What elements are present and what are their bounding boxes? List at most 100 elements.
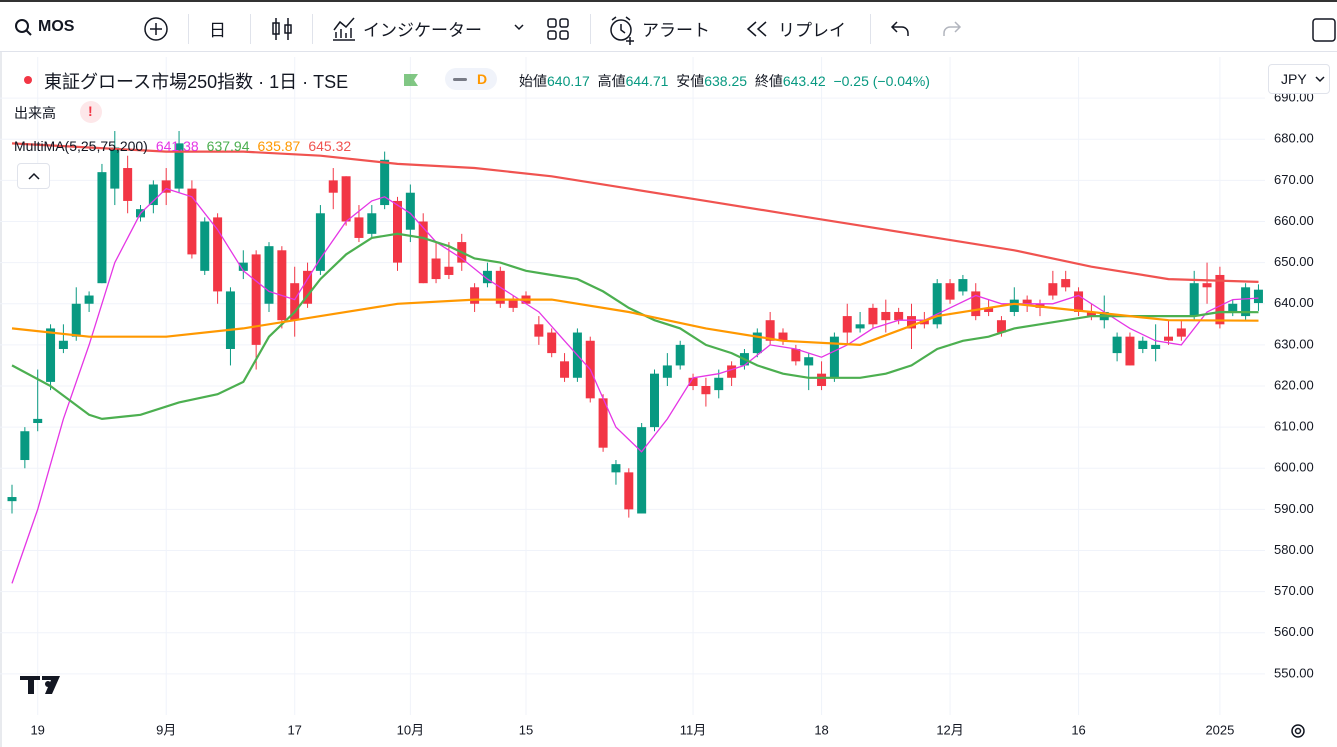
candle-body [213,217,223,292]
indicators[interactable]: インジケーター [363,21,482,40]
low-value: 638.25 [704,73,748,89]
ma-legend: MultiMA(5,25,75,200) 641.38 637.94 635.87 64… [14,138,351,154]
currency-button[interactable]: JPY [1268,64,1330,94]
symbol[interactable]: MOS [38,18,75,35]
currency: JPY [1281,71,1307,87]
y-tick-label: 670.00 [1274,172,1314,187]
candle-body [688,377,698,386]
candle-body [650,373,659,428]
separator [870,14,871,44]
ma-value: 645.32 [308,138,352,154]
replay-icon[interactable] [745,19,769,39]
volume-label: 出来高 [14,105,56,121]
ma-value: 637.94 [206,138,250,154]
candle-body [1074,291,1084,312]
candle-body [251,254,261,345]
candle-body [778,332,788,341]
status-dot [24,76,32,84]
candle-body [662,365,672,378]
badge: D [477,71,488,87]
candle-body [97,172,107,284]
y-tick-label: 620.00 [1274,377,1314,392]
badge-pill[interactable]: D [445,68,497,90]
candle-body [277,250,287,321]
panel-icon[interactable] [1311,17,1337,43]
candle-body [932,283,942,325]
candle-body [1164,336,1173,341]
y-tick-label: 610.00 [1274,419,1314,434]
candle-body [855,324,865,329]
chart-type-icon[interactable] [270,16,294,42]
replay[interactable]: リプレイ [778,21,846,40]
interval[interactable]: 日 [209,21,226,40]
candle-body [765,320,775,341]
add-icon[interactable] [143,16,169,42]
candle-body [7,497,17,502]
candle-body [20,431,30,461]
settings-icon[interactable] [1291,724,1305,738]
y-tick-label: 600.00 [1274,460,1314,475]
collapse-button[interactable] [17,163,50,189]
low-label: 安値 [676,73,705,89]
candle-body [727,365,737,378]
candle-body [804,357,814,366]
candle-body [598,398,608,448]
y-tick-label: 550.00 [1274,665,1314,680]
layout-icon[interactable] [547,18,569,40]
undo-icon[interactable] [890,19,912,39]
y-tick-label: 660.00 [1274,213,1314,228]
candle-body [367,213,377,234]
indicator-icon[interactable] [331,16,357,42]
candle-body [945,283,955,300]
chevron[interactable] [513,23,525,33]
x-tick-label: 11月 [680,722,707,737]
x-tick-label: 2025 [1205,722,1234,737]
y-tick-label: 570.00 [1274,583,1314,598]
candle-body [701,386,711,395]
candle-body [842,316,852,333]
candle-body [560,361,570,378]
symbol-title: 東証グロース市場250指数 · 1日 · TSE [44,72,349,92]
ma-line [11,187,1259,584]
candle-body [971,291,981,317]
candle-body [1253,289,1263,304]
y-tick-label: 680.00 [1274,131,1314,146]
search-icon[interactable] [14,18,34,38]
candle-body [1202,283,1212,288]
candle-body [868,307,878,325]
y-tick-label: 630.00 [1274,336,1314,351]
ma-line [11,142,1259,283]
volume-alert-badge[interactable]: ! [80,101,102,123]
candle-body [984,307,994,312]
chart-bg [0,52,1337,747]
candle-body [1228,303,1238,312]
ma-line [11,232,1259,421]
candle-body [354,217,364,238]
candle-body [315,213,325,271]
alert-icon[interactable] [608,15,636,45]
separator [188,14,189,44]
candle-body [84,295,94,304]
candle-body [1022,299,1032,304]
x-tick-label: 10月 [397,722,424,737]
candle-body [907,316,916,329]
candle-body [238,262,248,271]
redo-icon[interactable] [940,19,962,39]
candle-body [161,180,171,193]
candle-body [547,332,557,354]
y-tick-label: 560.00 [1274,624,1314,639]
tv-logo-dot [45,681,51,687]
separator [312,14,313,44]
candle-body [919,320,929,325]
x-tick-label: 18 [814,722,828,737]
candle-body [534,324,544,337]
y-tick-label: 640.00 [1274,295,1314,310]
ma-value: 635.87 [257,138,301,154]
high-value: 644.71 [625,73,669,89]
alerts[interactable]: アラート [642,21,710,40]
candle-body [1176,328,1186,337]
candle-body [58,340,68,349]
candle-body [624,472,634,510]
plot: 550.00 560.00 570.00 580.00 590.00 600.00 610.… [0,57,1314,737]
